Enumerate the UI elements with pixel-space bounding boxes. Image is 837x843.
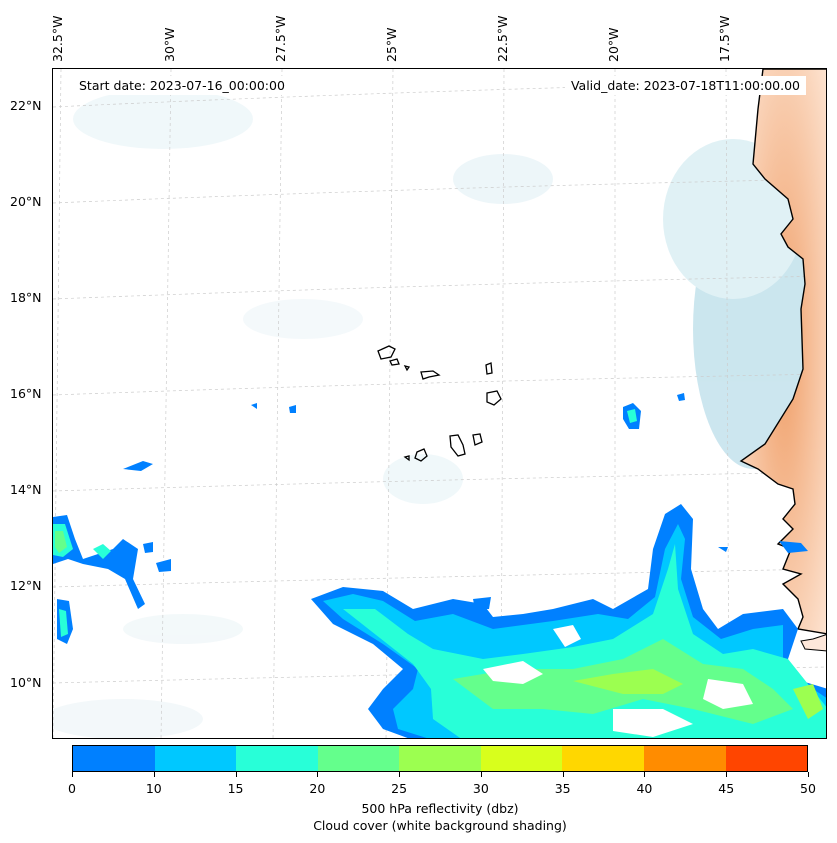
colorbar-tick [480,772,482,777]
colorbar-segment [725,746,808,771]
start-date-label: Start date: 2023-07-16_00:00:00 [73,76,291,95]
colorbar-segment [480,746,563,771]
colorbar-segment [317,746,400,771]
colorbar-segment [562,746,644,771]
latitude-label: 12°N [10,578,42,593]
colorbar [72,745,808,772]
colorbar-tick-label: 30 [472,781,489,796]
colorbar-tick-label: 15 [227,781,244,796]
colorbar-segment [154,746,237,771]
longitude-label: 25°W [384,27,399,62]
latitude-label: 20°N [10,194,42,209]
cape-verde-islands [377,345,502,462]
colorbar-sublabel: Cloud cover (white background shading) [313,818,567,833]
colorbar-tick-label: 0 [68,781,76,796]
reflectivity-contours [53,393,826,738]
colorbar-tick-label: 45 [718,781,735,796]
valid-date-label: Valid_date: 2023-07-18T11:00:00.00 [564,76,806,95]
colorbar-tick [644,772,646,777]
colorbar-tick-label: 35 [554,781,571,796]
cloud-cover-shading [53,89,813,738]
colorbar-segment [643,746,726,771]
africa-landmass [739,69,826,652]
latitude-label: 14°N [10,482,42,497]
colorbar-tick-label: 25 [391,781,408,796]
latitude-label: 16°N [10,386,42,401]
colorbar-tick [808,772,809,777]
colorbar-label: 500 hPa reflectivity (dbz) [361,801,519,816]
colorbar-segment [236,746,318,771]
map-panel: Start date: 2023-07-16_00:00:00 Valid_da… [52,68,827,739]
colorbar-tick [726,772,728,777]
colorbar-tick-label: 20 [309,781,326,796]
latitude-label: 10°N [10,675,42,690]
latitude-label: 18°N [10,290,42,305]
colorbar-tick-label: 10 [145,781,162,796]
colorbar-tick [399,772,401,777]
colorbar-segment [73,746,155,771]
longitude-label: 30°W [162,27,177,62]
colorbar-tick [317,772,319,777]
map-canvas [53,69,826,738]
longitude-label: 17.5°W [717,15,732,62]
colorbar-tick-label: 40 [636,781,653,796]
colorbar-tick-label: 50 [800,781,816,796]
colorbar-tick [235,772,237,777]
latitude-label: 22°N [10,98,42,113]
longitude-label: 22.5°W [495,15,510,62]
longitude-label: 27.5°W [273,15,288,62]
colorbar-segment [399,746,481,771]
colorbar-tick [562,772,564,777]
longitude-label: 20°W [606,27,621,62]
colorbar-tick [153,772,155,777]
colorbar-tick [72,772,73,777]
longitude-label: 32.5°W [50,15,65,62]
